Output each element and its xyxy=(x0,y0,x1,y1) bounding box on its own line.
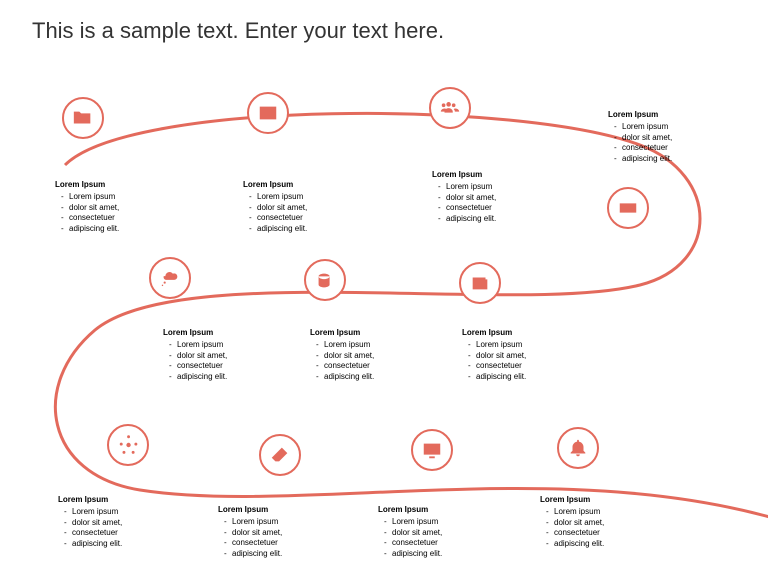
card-text: Lorem Ipsum Lorem ipsumdolor sit amet,con… xyxy=(608,110,718,164)
coins-icon xyxy=(314,269,336,291)
wallet-icon xyxy=(469,272,491,294)
network-heading: Lorem Ipsum xyxy=(58,495,168,505)
roadmap-path xyxy=(0,0,768,576)
idcard-heading: Lorem Ipsum xyxy=(243,180,353,190)
eraser-heading: Lorem Ipsum xyxy=(218,505,328,515)
bell-text: Lorem Ipsum Lorem ipsumdolor sit amet,con… xyxy=(540,495,650,549)
monitor-node xyxy=(411,429,453,471)
coins-heading: Lorem Ipsum xyxy=(310,328,420,338)
people-bullets: Lorem ipsumdolor sit amet,consectetuerad… xyxy=(432,182,542,224)
thought-heading: Lorem Ipsum xyxy=(163,328,273,338)
folder-heading: Lorem Ipsum xyxy=(55,180,165,190)
thought-icon xyxy=(159,267,181,289)
idcard-icon xyxy=(257,102,279,124)
people-node xyxy=(429,87,471,129)
idcard-bullets: Lorem ipsumdolor sit amet,consectetuerad… xyxy=(243,192,353,234)
monitor-bullets: Lorem ipsumdolor sit amet,consectetuerad… xyxy=(378,517,488,559)
people-icon xyxy=(439,97,461,119)
monitor-heading: Lorem Ipsum xyxy=(378,505,488,515)
bell-icon xyxy=(567,437,589,459)
people-heading: Lorem Ipsum xyxy=(432,170,542,180)
eraser-node xyxy=(259,434,301,476)
monitor-icon xyxy=(421,439,443,461)
network-text: Lorem Ipsum Lorem ipsumdolor sit amet,con… xyxy=(58,495,168,549)
idcard-node xyxy=(247,92,289,134)
eraser-icon xyxy=(269,444,291,466)
wallet-text: Lorem Ipsum Lorem ipsumdolor sit amet,con… xyxy=(462,328,572,382)
card-heading: Lorem Ipsum xyxy=(608,110,718,120)
idcard-text: Lorem Ipsum Lorem ipsumdolor sit amet,con… xyxy=(243,180,353,234)
coins-node xyxy=(304,259,346,301)
coins-text: Lorem Ipsum Lorem ipsumdolor sit amet,con… xyxy=(310,328,420,382)
network-icon xyxy=(117,434,139,456)
card-bullets: Lorem ipsumdolor sit amet,consectetuerad… xyxy=(608,122,718,164)
network-bullets: Lorem ipsumdolor sit amet,consectetuerad… xyxy=(58,507,168,549)
folder-bullets: Lorem ipsumdolor sit amet,consectetuerad… xyxy=(55,192,165,234)
folder-text: Lorem Ipsum Lorem ipsumdolor sit amet,con… xyxy=(55,180,165,234)
folder-node xyxy=(62,97,104,139)
thought-bullets: Lorem ipsumdolor sit amet,consectetuerad… xyxy=(163,340,273,382)
card-node xyxy=(607,187,649,229)
monitor-text: Lorem Ipsum Lorem ipsumdolor sit amet,con… xyxy=(378,505,488,559)
bell-heading: Lorem Ipsum xyxy=(540,495,650,505)
bell-node xyxy=(557,427,599,469)
eraser-bullets: Lorem ipsumdolor sit amet,consectetuerad… xyxy=(218,517,328,559)
folder-icon xyxy=(72,107,94,129)
card-icon xyxy=(617,197,639,219)
thought-node xyxy=(149,257,191,299)
wallet-node xyxy=(459,262,501,304)
coins-bullets: Lorem ipsumdolor sit amet,consectetuerad… xyxy=(310,340,420,382)
bell-bullets: Lorem ipsumdolor sit amet,consectetuerad… xyxy=(540,507,650,549)
wallet-bullets: Lorem ipsumdolor sit amet,consectetuerad… xyxy=(462,340,572,382)
wallet-heading: Lorem Ipsum xyxy=(462,328,572,338)
thought-text: Lorem Ipsum Lorem ipsumdolor sit amet,con… xyxy=(163,328,273,382)
eraser-text: Lorem Ipsum Lorem ipsumdolor sit amet,con… xyxy=(218,505,328,559)
people-text: Lorem Ipsum Lorem ipsumdolor sit amet,con… xyxy=(432,170,542,224)
network-node xyxy=(107,424,149,466)
